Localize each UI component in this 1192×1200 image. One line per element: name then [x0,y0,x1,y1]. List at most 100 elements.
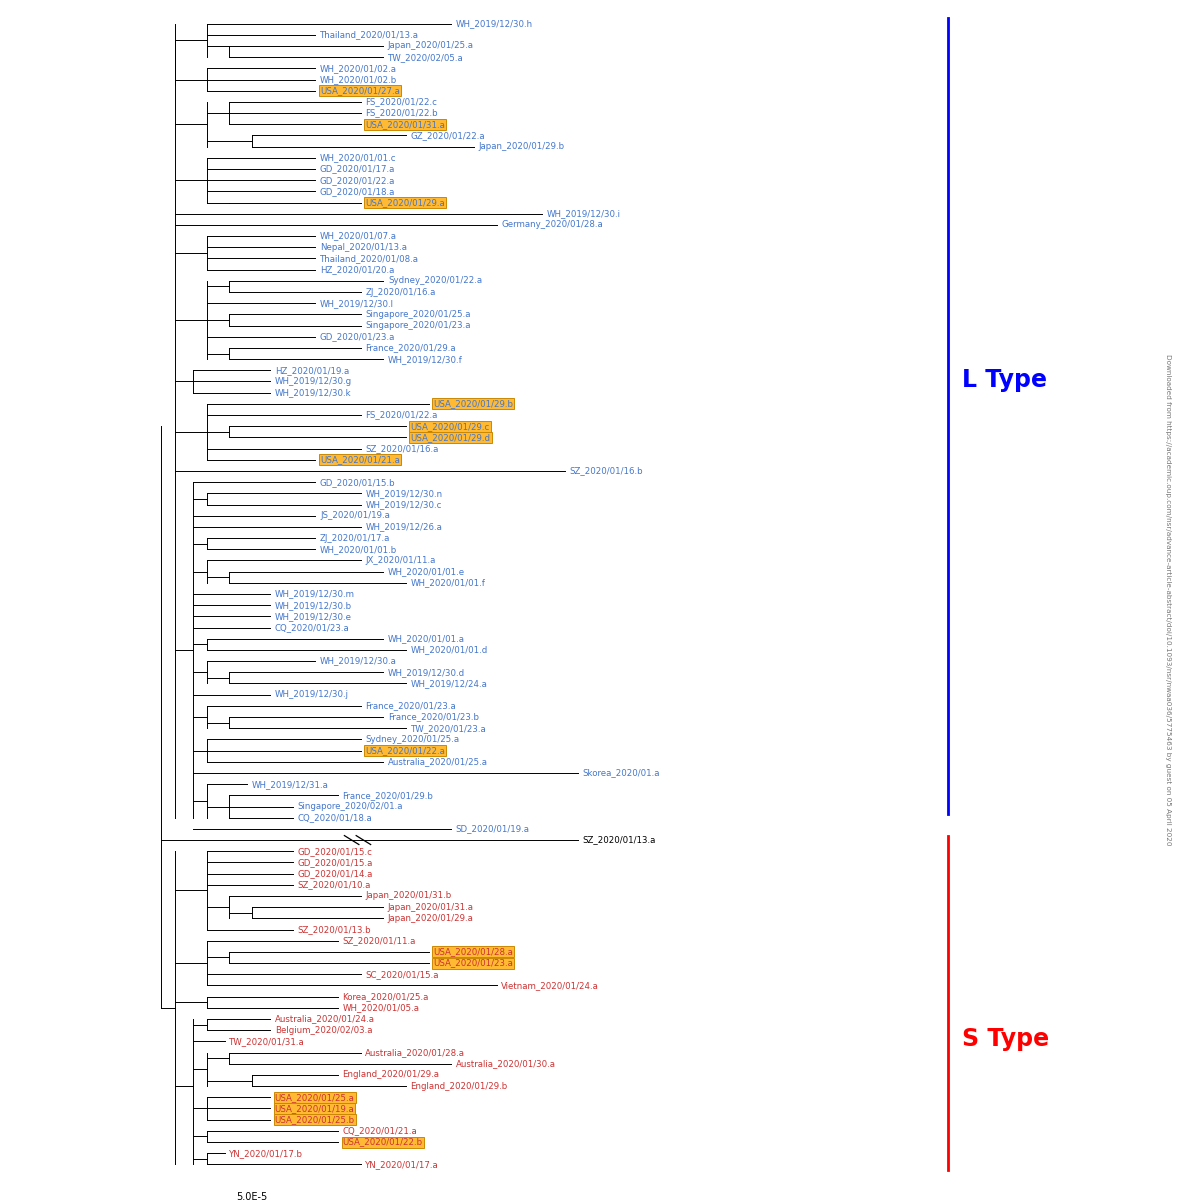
Text: FS_2020/01/22.b: FS_2020/01/22.b [365,108,437,118]
Text: JS_2020/01/19.a: JS_2020/01/19.a [319,511,390,521]
Text: WH_2019/12/30.h: WH_2019/12/30.h [455,19,533,28]
Text: France_2020/01/29.b: France_2020/01/29.b [342,791,434,800]
Text: WH_2019/12/26.a: WH_2019/12/26.a [365,522,442,532]
Text: FS_2020/01/22.c: FS_2020/01/22.c [365,97,437,107]
Text: Sydney_2020/01/25.a: Sydney_2020/01/25.a [365,734,459,744]
Text: L Type: L Type [962,368,1047,392]
Text: YN_2020/01/17.b: YN_2020/01/17.b [229,1148,303,1158]
Text: USA_2020/01/28.a: USA_2020/01/28.a [433,948,513,956]
Text: WH_2019/12/30.l: WH_2019/12/30.l [319,299,393,307]
Text: WH_2019/12/31.a: WH_2019/12/31.a [252,780,329,788]
Text: Germany_2020/01/28.a: Germany_2020/01/28.a [501,221,603,229]
Text: WH_2019/12/24.a: WH_2019/12/24.a [410,679,488,688]
Text: GD_2020/01/15.a: GD_2020/01/15.a [297,858,373,866]
Text: JX_2020/01/11.a: JX_2020/01/11.a [365,556,435,565]
Text: GD_2020/01/15.b: GD_2020/01/15.b [319,478,396,487]
Text: WH_2019/12/30.b: WH_2019/12/30.b [274,601,352,610]
Text: FS_2020/01/22.a: FS_2020/01/22.a [365,410,437,420]
Text: Australia_2020/01/28.a: Australia_2020/01/28.a [365,1048,465,1057]
Text: SZ_2020/01/10.a: SZ_2020/01/10.a [297,881,371,889]
Text: Korea_2020/01/25.a: Korea_2020/01/25.a [342,992,429,1001]
Text: Singapore_2020/01/25.a: Singapore_2020/01/25.a [365,310,471,319]
Text: TW_2020/02/05.a: TW_2020/02/05.a [387,53,464,61]
Text: USA_2020/01/19.a: USA_2020/01/19.a [274,1104,354,1112]
Text: SD_2020/01/19.a: SD_2020/01/19.a [455,824,529,833]
Text: WH_2019/12/30.n: WH_2019/12/30.n [365,488,442,498]
Text: GD_2020/01/14.a: GD_2020/01/14.a [297,869,373,878]
Text: Sydney_2020/01/22.a: Sydney_2020/01/22.a [387,276,482,286]
Text: WH_2020/01/05.a: WH_2020/01/05.a [342,1003,420,1013]
Text: USA_2020/01/29.c: USA_2020/01/29.c [410,421,490,431]
Text: England_2020/01/29.a: England_2020/01/29.a [342,1070,440,1080]
Text: USA_2020/01/29.d: USA_2020/01/29.d [410,433,491,442]
Text: Japan_2020/01/31.b: Japan_2020/01/31.b [365,892,452,900]
Text: Belgium_2020/02/03.a: Belgium_2020/02/03.a [274,1026,372,1034]
Text: WH_2019/12/30.j: WH_2019/12/30.j [274,690,348,700]
Text: Downloaded from https://academic.oup.com/nsr/advance-article-abstract/doi/10.109: Downloaded from https://academic.oup.com… [1165,354,1172,846]
Text: Japan_2020/01/31.a: Japan_2020/01/31.a [387,902,474,912]
Text: WH_2019/12/30.e: WH_2019/12/30.e [274,612,352,620]
Text: GD_2020/01/18.a: GD_2020/01/18.a [319,187,396,196]
Text: Nepal_2020/01/13.a: Nepal_2020/01/13.a [319,242,406,252]
Text: GD_2020/01/22.a: GD_2020/01/22.a [319,175,396,185]
Text: GD_2020/01/23.a: GD_2020/01/23.a [319,332,396,341]
Text: CQ_2020/01/18.a: CQ_2020/01/18.a [297,814,372,822]
Text: ZJ_2020/01/16.a: ZJ_2020/01/16.a [365,288,435,296]
Text: Thailand_2020/01/08.a: Thailand_2020/01/08.a [319,254,418,263]
Text: WH_2019/12/30.k: WH_2019/12/30.k [274,388,352,397]
Text: Skorea_2020/01.a: Skorea_2020/01.a [583,768,660,778]
Text: France_2020/01/23.a: France_2020/01/23.a [365,701,457,710]
Text: WH_2020/01/01.b: WH_2020/01/01.b [319,545,397,553]
Text: WH_2020/01/01.f: WH_2020/01/01.f [410,578,485,587]
Text: WH_2019/12/30.g: WH_2019/12/30.g [274,377,352,386]
Text: WH_2019/12/30.c: WH_2019/12/30.c [365,500,441,509]
Text: Singapore_2020/01/23.a: Singapore_2020/01/23.a [365,322,471,330]
Text: USA_2020/01/22.b: USA_2020/01/22.b [342,1138,423,1146]
Text: GD_2020/01/17.a: GD_2020/01/17.a [319,164,396,174]
Text: S Type: S Type [962,1027,1049,1051]
Text: WH_2019/12/30.i: WH_2019/12/30.i [546,209,620,218]
Text: USA_2020/01/27.a: USA_2020/01/27.a [319,86,399,95]
Text: WH_2020/01/02.b: WH_2020/01/02.b [319,76,397,84]
Text: Singapore_2020/02/01.a: Singapore_2020/02/01.a [297,802,403,811]
Text: WH_2019/12/30.f: WH_2019/12/30.f [387,355,462,364]
Text: Japan_2020/01/29.b: Japan_2020/01/29.b [478,142,565,151]
Text: USA_2020/01/23.a: USA_2020/01/23.a [433,959,513,967]
Text: SC_2020/01/15.a: SC_2020/01/15.a [365,970,439,979]
Text: WH_2020/01/02.a: WH_2020/01/02.a [319,64,397,73]
Text: USA_2020/01/31.a: USA_2020/01/31.a [365,120,445,128]
Text: SZ_2020/01/11.a: SZ_2020/01/11.a [342,936,416,946]
Text: HZ_2020/01/19.a: HZ_2020/01/19.a [274,366,349,374]
Text: SZ_2020/01/13.b: SZ_2020/01/13.b [297,925,371,934]
Text: USA_2020/01/25.b: USA_2020/01/25.b [274,1115,355,1124]
Text: YN_2020/01/17.a: YN_2020/01/17.a [365,1160,439,1169]
Text: USA_2020/01/29.b: USA_2020/01/29.b [433,400,514,408]
Text: England_2020/01/29.b: England_2020/01/29.b [410,1081,508,1091]
Text: WH_2019/12/30.a: WH_2019/12/30.a [319,656,397,666]
Text: WH_2019/12/30.m: WH_2019/12/30.m [274,589,355,599]
Text: TW_2020/01/23.a: TW_2020/01/23.a [410,724,486,733]
Text: TW_2020/01/31.a: TW_2020/01/31.a [229,1037,305,1046]
Text: SZ_2020/01/16.a: SZ_2020/01/16.a [365,444,439,454]
Text: 5.0E-5: 5.0E-5 [236,1193,268,1200]
Text: WH_2020/01/01.a: WH_2020/01/01.a [387,635,465,643]
Text: Australia_2020/01/30.a: Australia_2020/01/30.a [455,1060,555,1068]
Text: WH_2020/01/01.d: WH_2020/01/01.d [410,646,488,654]
Text: USA_2020/01/21.a: USA_2020/01/21.a [319,455,399,464]
Text: Japan_2020/01/25.a: Japan_2020/01/25.a [387,42,474,50]
Text: USA_2020/01/22.a: USA_2020/01/22.a [365,746,445,755]
Text: CQ_2020/01/23.a: CQ_2020/01/23.a [274,623,349,632]
Text: WH_2020/01/01.e: WH_2020/01/01.e [387,568,465,576]
Text: Vietnam_2020/01/24.a: Vietnam_2020/01/24.a [501,980,600,990]
Text: ZJ_2020/01/17.a: ZJ_2020/01/17.a [319,534,390,542]
Text: WH_2020/01/01.c: WH_2020/01/01.c [319,154,397,162]
Text: CQ_2020/01/21.a: CQ_2020/01/21.a [342,1127,417,1135]
Text: Japan_2020/01/29.a: Japan_2020/01/29.a [387,914,473,923]
Text: USA_2020/01/29.a: USA_2020/01/29.a [365,198,445,208]
Text: Australia_2020/01/24.a: Australia_2020/01/24.a [274,1014,374,1024]
Text: WH_2020/01/07.a: WH_2020/01/07.a [319,232,397,240]
Text: SZ_2020/01/13.a: SZ_2020/01/13.a [583,835,656,845]
Text: WH_2019/12/30.d: WH_2019/12/30.d [387,667,465,677]
Text: USA_2020/01/25.a: USA_2020/01/25.a [274,1093,354,1102]
Text: HZ_2020/01/20.a: HZ_2020/01/20.a [319,265,395,274]
